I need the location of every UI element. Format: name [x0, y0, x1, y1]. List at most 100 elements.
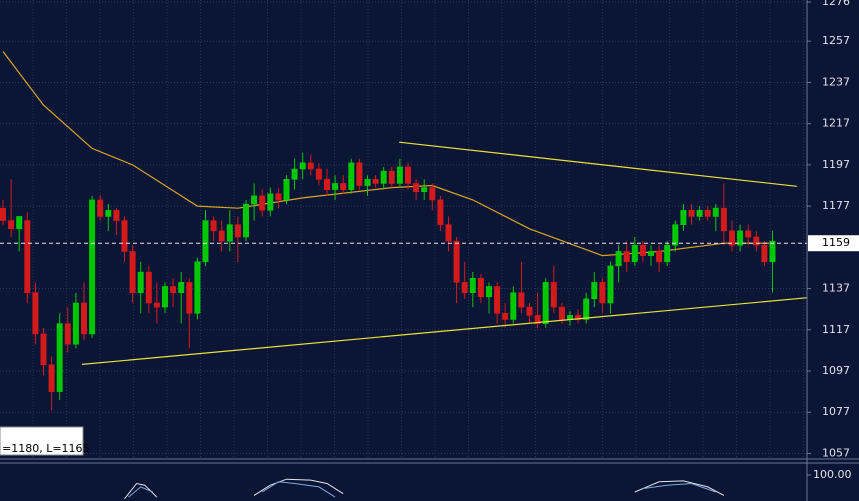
info-box — [0, 426, 84, 456]
y-tick-label: 1137 — [822, 282, 850, 295]
candle-body — [145, 271, 152, 304]
candle-body — [542, 282, 549, 324]
candle-body — [323, 179, 330, 190]
candle-body — [16, 216, 23, 230]
candle-body — [32, 292, 39, 335]
candle-body — [275, 193, 282, 201]
candle-body — [518, 292, 525, 308]
candle-body — [113, 209, 120, 221]
candle-body — [202, 220, 209, 263]
candle-body — [672, 224, 679, 246]
grid — [0, 0, 807, 458]
candle-body — [769, 240, 776, 263]
candle-body — [372, 179, 379, 184]
candle-body — [89, 199, 96, 335]
candle-body — [469, 277, 476, 293]
candle-body — [80, 302, 87, 335]
price-plot — [0, 51, 807, 411]
candle-body — [583, 298, 590, 320]
candle-body — [242, 203, 249, 238]
candle-body — [615, 251, 622, 267]
trendline — [81, 297, 807, 365]
candle-body — [56, 323, 63, 392]
candle-body — [656, 251, 663, 263]
candle-body — [437, 199, 444, 225]
candle-body — [761, 244, 768, 263]
candle-body — [210, 220, 217, 232]
y-tick-label: 1077 — [822, 405, 850, 418]
candle-body — [161, 286, 168, 308]
axis-labels: 1057 1077 1097 1117 1137 1177 1197 1217 1237 1257… — [807, 0, 859, 481]
candle-body — [121, 220, 128, 252]
candle-body — [186, 282, 193, 314]
candle-body — [591, 282, 598, 300]
candle-body — [24, 220, 31, 293]
candle-body — [226, 224, 233, 242]
candle-body — [348, 162, 355, 190]
candle-body — [0, 207, 6, 221]
candle-body — [558, 306, 565, 320]
candle-body — [510, 292, 517, 320]
candle-body — [461, 282, 468, 293]
y-tick-label: 1177 — [822, 199, 850, 212]
candle-body — [170, 286, 177, 293]
candle-body — [502, 313, 509, 320]
y-tick-label: 1117 — [822, 323, 850, 336]
candle-body — [599, 282, 606, 304]
candle-body — [575, 315, 582, 320]
candle-body — [307, 162, 314, 170]
candle-body — [364, 179, 371, 186]
candle-body — [267, 193, 274, 211]
y-tick-label: 1057 — [822, 446, 850, 459]
candle-body — [494, 286, 501, 314]
candle-body — [607, 265, 614, 304]
candle-body — [639, 244, 646, 256]
candle-body — [105, 209, 112, 217]
trendline — [399, 141, 797, 187]
candle-body — [340, 183, 347, 190]
y-tick-label: 1257 — [822, 34, 850, 47]
candle-body — [137, 271, 144, 293]
candle-body — [688, 209, 695, 217]
y-tick-label: 100.00 — [813, 468, 852, 481]
candle-body — [48, 364, 55, 392]
y-tick-label: 1097 — [822, 364, 850, 377]
candle-body — [745, 230, 752, 238]
indicator-plot — [124, 478, 725, 500]
candle-body — [8, 220, 15, 230]
candle-body — [396, 166, 403, 184]
candle-body — [40, 333, 47, 366]
candle-body — [315, 168, 322, 180]
candle-body — [291, 168, 298, 180]
current-price-box — [808, 235, 859, 252]
candle-body — [550, 282, 557, 308]
candle-body — [753, 236, 760, 246]
candle-body — [664, 244, 671, 263]
candle-body — [332, 183, 339, 190]
candle-body — [737, 230, 744, 246]
candle-body — [445, 224, 452, 242]
candle-body — [696, 209, 703, 217]
candle-body — [178, 282, 185, 293]
candle-body — [380, 170, 387, 184]
candle-body — [153, 302, 160, 308]
candle-body — [234, 224, 241, 238]
candle-body — [218, 230, 225, 242]
candle-body — [485, 286, 492, 298]
candle-body — [453, 240, 460, 283]
current-price-label: 1159 — [822, 236, 850, 249]
candle-body — [631, 244, 638, 263]
y-tick-label: 1217 — [822, 117, 850, 130]
candle-body — [647, 251, 654, 256]
candle-body — [720, 207, 727, 232]
candle-body — [704, 209, 711, 217]
info-label: =1180, L=1165 — [2, 442, 90, 455]
candle-body — [299, 162, 306, 170]
candle-body — [129, 251, 136, 293]
candle-body — [72, 302, 79, 345]
candle-body — [477, 277, 484, 298]
candle-body — [421, 187, 428, 192]
candle-body — [680, 209, 687, 225]
